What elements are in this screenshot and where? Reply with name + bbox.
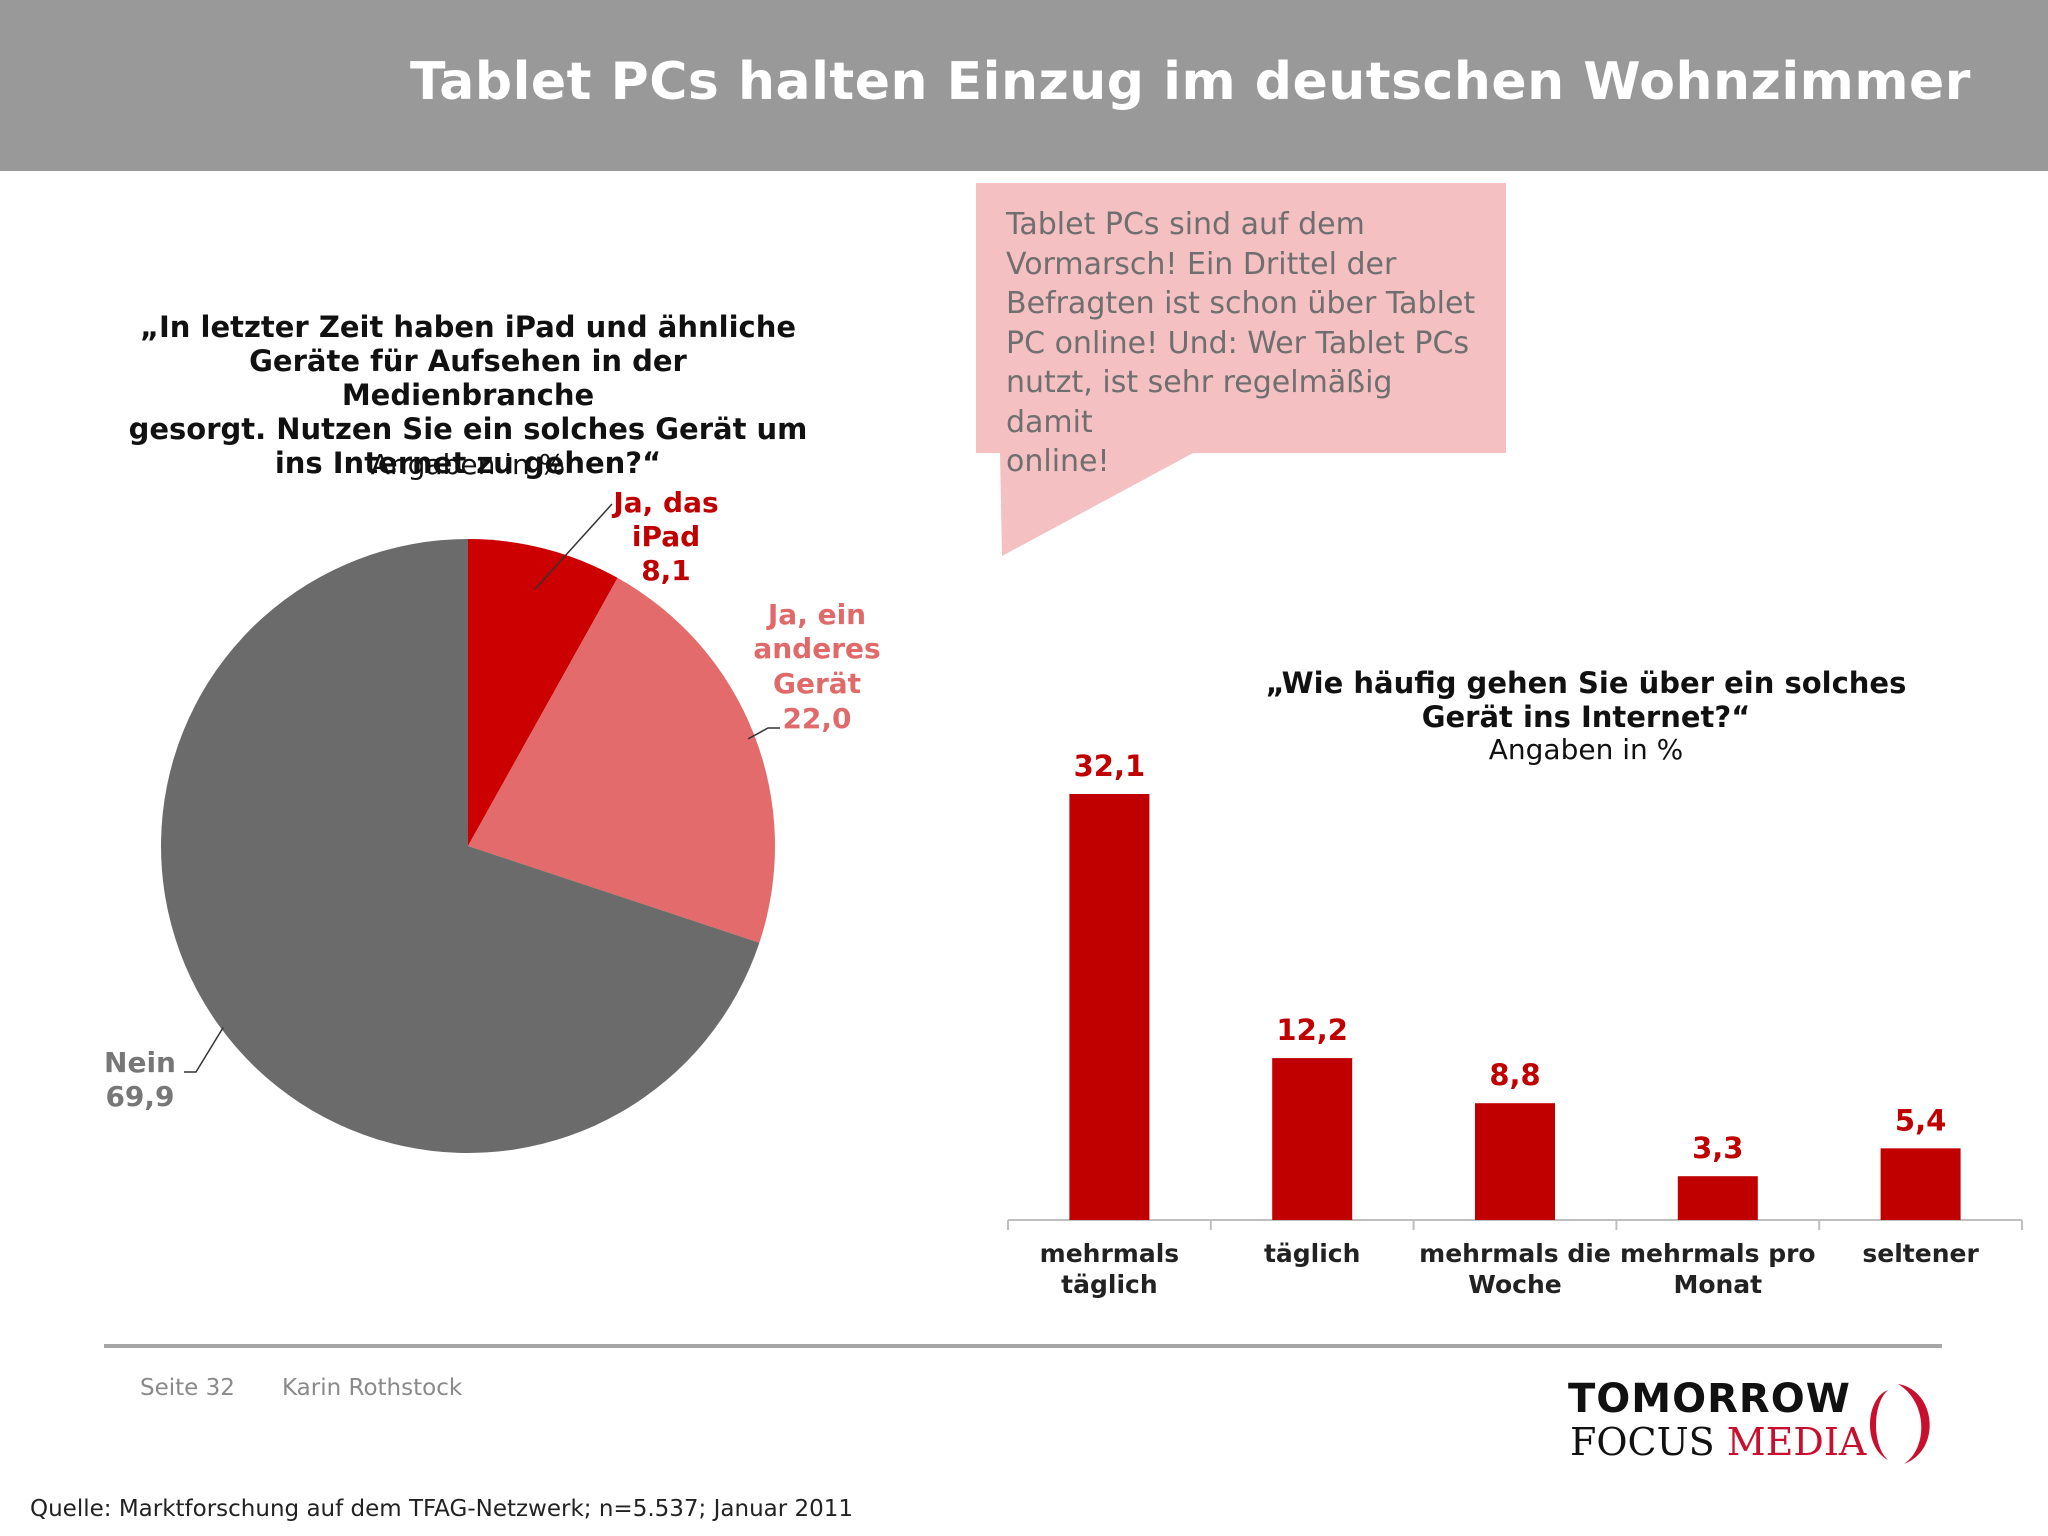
bar-1: [1069, 794, 1150, 1220]
logo-mark-icon: [1869, 1384, 1930, 1464]
bar-2: [1272, 1058, 1353, 1220]
pie-label-2-line-1: Ja, ein: [766, 598, 866, 631]
pie-slice-3: [160, 539, 760, 1153]
bar-value-label-3: 8,8: [1489, 1058, 1540, 1092]
bar-value-label-2: 12,2: [1276, 1013, 1348, 1047]
pie-label-1-line-1: Ja, das: [611, 486, 718, 519]
logo-tomorrow: TOMORROW: [1568, 1376, 1851, 1422]
header-bar: Tablet PCs halten Einzug im deutschen Wo…: [0, 0, 2048, 171]
pie-label-1-line-2: iPad: [632, 520, 700, 553]
bar-value-label-5: 5,4: [1895, 1103, 1946, 1137]
bar-4: [1677, 1176, 1758, 1220]
pie-leader-2: [747, 727, 780, 740]
pie-subtitle: Angaben in %: [370, 448, 566, 481]
pie-leader-1: [534, 503, 613, 590]
bar-3: [1475, 1103, 1555, 1220]
bar-value-label-1: 32,1: [1074, 749, 1146, 783]
pie-leader-3: [184, 1027, 224, 1073]
bar-question: „Wie häufig gehen Sie über ein solches G…: [1265, 666, 1907, 734]
pie-label-2-line-3: Gerät: [773, 667, 861, 700]
callout-text: Tablet PCs sind auf dem Vormarsch! Ein D…: [1006, 207, 1476, 479]
logo-focus: FOCUS: [1570, 1420, 1715, 1464]
page-title: Tablet PCs halten Einzug im deutschen Wo…: [410, 52, 1971, 112]
bar-category-label-2-line-1: täglich: [1264, 1239, 1360, 1268]
pie-value-3: 69,9: [105, 1080, 174, 1113]
author: Karin Rothstock: [282, 1375, 463, 1401]
pie-value-2: 22,0: [782, 702, 851, 735]
pie-label-2-line-2: anderes: [753, 632, 880, 665]
page-number: Seite 32: [140, 1375, 235, 1401]
footer-divider: [104, 1344, 1942, 1348]
logo-focus-media: FOCUS MEDIA: [1570, 1420, 1866, 1464]
bar-category-label-3-line-2: Woche: [1468, 1270, 1561, 1299]
pie-value-1: 8,1: [641, 554, 691, 587]
callout-box: Tablet PCs sind auf dem Vormarsch! Ein D…: [976, 183, 1506, 479]
pie-question: „In letzter Zeit haben iPad und ähnliche…: [128, 310, 808, 480]
bar-category-label-4-line-2: Monat: [1673, 1270, 1762, 1299]
pie-label-3-line-1: Nein: [104, 1046, 176, 1079]
bar-category-label-3-line-1: mehrmals die: [1419, 1239, 1611, 1268]
logo-media: MEDIA: [1726, 1420, 1867, 1464]
source-note: Quelle: Marktforschung auf dem TFAG-Netz…: [30, 1496, 854, 1522]
bar-5: [1880, 1148, 1961, 1220]
bar-category-label-1-line-1: mehrmals: [1040, 1239, 1180, 1268]
bar-subtitle: Angaben in %: [1488, 733, 1684, 766]
company-logo: TOMORROW FOCUS MEDIA: [1568, 1376, 1958, 1486]
bar-category-label-1-line-2: täglich: [1061, 1270, 1157, 1299]
bar-category-label-4-line-1: mehrmals pro: [1620, 1239, 1816, 1268]
pie-slice-2: [468, 577, 775, 943]
pie-slice-1: [468, 539, 618, 846]
bar-category-label-5-line-1: seltener: [1862, 1239, 1979, 1268]
bar-value-label-4: 3,3: [1692, 1131, 1743, 1165]
